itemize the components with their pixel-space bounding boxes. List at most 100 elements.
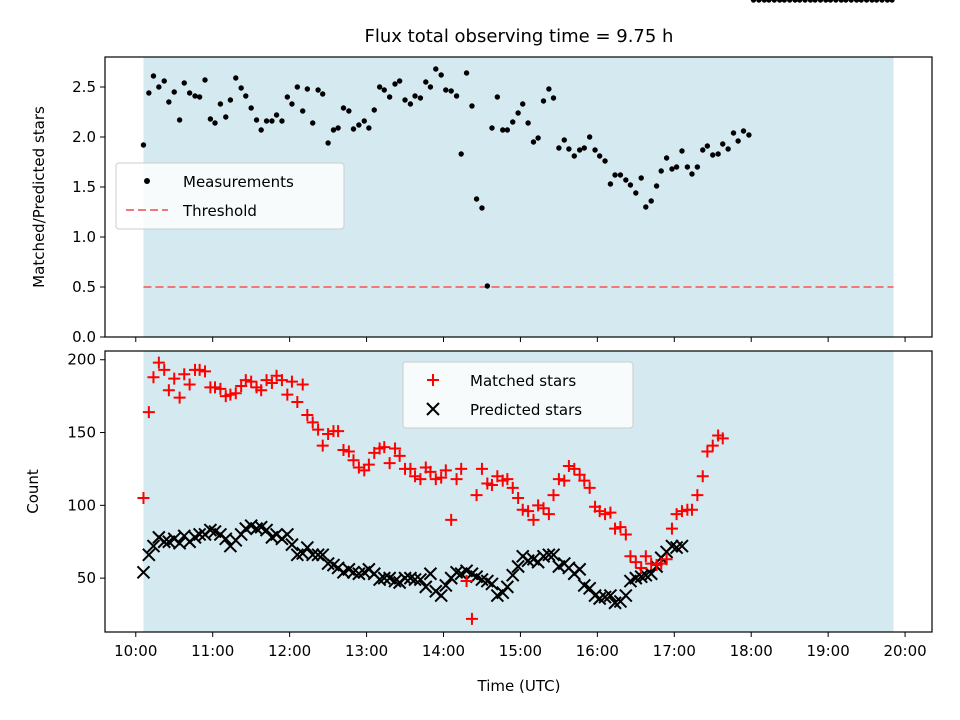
matched-star-point: [275, 374, 288, 387]
matched-star-point: [429, 473, 442, 486]
matched-star-point: [383, 457, 396, 470]
predicted-star-point: [146, 539, 161, 553]
predicted-star-point: [511, 559, 525, 574]
counts-panel: 50 100 150 200 10:00 11:00 12:00 13:00 14:00 15:…: [24, 350, 933, 695]
matched-star-point: [142, 406, 155, 419]
matched-star-point: [450, 473, 463, 486]
measurement-point: [689, 171, 695, 177]
matched-star-point: [285, 375, 298, 388]
measurement-point: [238, 85, 244, 91]
measurement-point: [223, 114, 229, 120]
matched-star-point: [414, 473, 427, 486]
measurement-point: [740, 128, 747, 134]
measurement-point: [258, 127, 264, 133]
measurement-point: [730, 130, 737, 136]
matched-star-point: [619, 528, 632, 541]
measurement-point: [607, 181, 614, 187]
measurement-point: [750, 0, 757, 3]
matched-star-point: [296, 378, 309, 391]
measurement-point: [776, 0, 783, 3]
measurement-point: [715, 151, 721, 157]
matched-star-point: [193, 363, 206, 376]
measurement-point: [166, 99, 172, 105]
measurement-point: [294, 84, 301, 90]
matched-star-point: [670, 508, 683, 521]
matched-star-point: [439, 464, 452, 477]
matched-star-point: [337, 444, 350, 457]
matched-star-point: [562, 460, 575, 473]
predicted-star-point: [542, 548, 556, 562]
measurement-point: [566, 146, 572, 152]
measurement-point: [346, 108, 352, 114]
measurement-point: [510, 119, 516, 125]
measurement-point: [289, 101, 295, 107]
measurement-point: [396, 78, 403, 84]
measurement-point: [325, 140, 331, 146]
measurement-point: [838, 0, 844, 3]
matched-star-point: [168, 372, 181, 385]
measurement-point: [402, 97, 408, 103]
matched-star-point: [322, 427, 335, 440]
predicted-star-point: [280, 527, 295, 542]
predicted-star-point: [285, 537, 299, 552]
y-tick-label: 2.5: [72, 78, 96, 96]
measurement-point: [150, 73, 157, 79]
matched-star-point: [547, 489, 560, 502]
matched-star-point: [147, 371, 160, 384]
measurement-point: [504, 127, 511, 133]
measurements-panel: 0.0 0.5 1.0 1.5 2.0 2.5 Matched/Predicted sta…: [30, 0, 933, 346]
matched-star-point: [465, 612, 478, 625]
legend-measurements-label: Measurements: [183, 173, 294, 191]
measurement-point: [700, 147, 706, 153]
measurement-point: [350, 126, 357, 132]
measurement-point: [853, 0, 860, 3]
measurement-point: [658, 168, 664, 174]
matched-star-point: [696, 470, 709, 483]
measurement-point: [489, 125, 495, 131]
measurement-point: [412, 93, 418, 99]
bottom-plot-frame: [104, 350, 933, 633]
matched-star-point: [485, 478, 498, 491]
matched-star-point: [389, 442, 402, 455]
matched-star-point: [158, 363, 171, 376]
matched-star-point: [312, 423, 325, 436]
x-tick-label: 19:00: [807, 642, 850, 660]
measurement-point: [535, 135, 541, 141]
top-plot-frame: [104, 56, 933, 338]
measurement-point: [694, 164, 701, 170]
matched-star-point: [542, 508, 555, 521]
measurement-point: [802, 0, 808, 3]
measurement-point: [458, 151, 464, 157]
measurement-point: [371, 107, 377, 113]
measurement-point: [315, 87, 321, 93]
matched-star-point: [342, 445, 355, 458]
measurement-point: [669, 166, 675, 172]
predicted-star-point: [546, 548, 561, 562]
top-y-axis-label: Matched/Predicted stars: [30, 106, 48, 288]
x-tick-label: 12:00: [268, 642, 311, 660]
measurement-point: [546, 86, 552, 92]
predicted-star-point: [300, 540, 315, 555]
measurement-point: [756, 0, 762, 3]
measurement-point: [443, 87, 449, 93]
measurement-point: [217, 101, 224, 107]
measurement-point: [161, 78, 167, 84]
measurement-point: [207, 116, 214, 122]
measurement-point: [571, 153, 577, 159]
matched-star-point: [183, 378, 196, 391]
y-tick-label: 1.0: [72, 228, 96, 246]
measurement-point: [843, 0, 849, 3]
measurement-point: [561, 137, 567, 143]
measurement-point: [627, 182, 634, 188]
measurement-point: [273, 112, 280, 118]
matched-star-point: [706, 439, 719, 452]
measurement-point: [376, 84, 383, 90]
measurement-point: [463, 70, 470, 76]
matched-star-point: [209, 381, 222, 394]
matched-star-point: [362, 458, 375, 471]
matched-star-point: [378, 441, 391, 454]
matched-star-point: [178, 368, 191, 381]
matched-star-point: [516, 503, 529, 516]
matched-star-point: [691, 489, 704, 502]
predicted-star-point: [506, 568, 520, 582]
